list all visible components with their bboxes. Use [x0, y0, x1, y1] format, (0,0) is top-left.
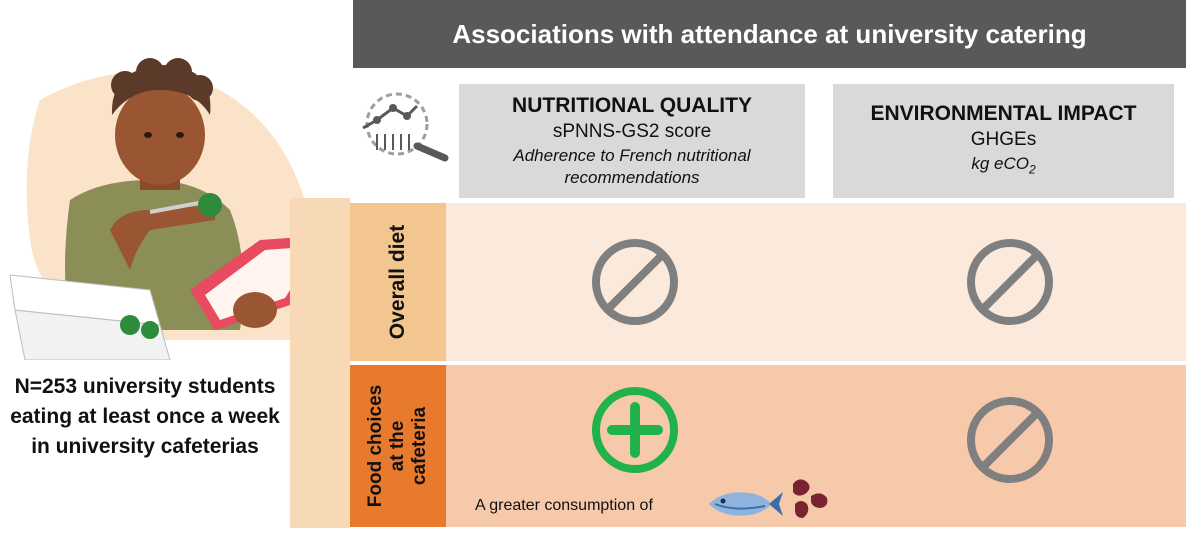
environmental-impact-header: ENVIRONMENTAL IMPACT GHGEs kg eCO2: [833, 84, 1174, 198]
nutritional-quality-header: NUTRITIONAL QUALITY sPNNS-GS2 score Adhe…: [459, 84, 805, 198]
nutritional-quality-subtitle: sPNNS-GS2 score: [552, 120, 712, 142]
consumption-text: A greater consumption of: [475, 497, 653, 514]
positive-association-icon: [592, 387, 678, 473]
magnifier-data-icon: [362, 92, 449, 162]
nutritional-quality-note: Adherence to French nutritional recommen…: [513, 145, 751, 187]
nutritional-quality-title: NUTRITIONAL QUALITY: [512, 93, 752, 117]
unit-subscript: 2: [1028, 162, 1036, 177]
food-choices-label-line1: Food choices: [365, 384, 386, 508]
food-choices-label: Food choices at the cafeteria: [365, 385, 431, 507]
environmental-impact-subtitle: GHGEs: [970, 128, 1037, 150]
left-strip: [290, 198, 350, 528]
sample-caption: N=253 university students eating at leas…: [10, 375, 280, 458]
environmental-impact-title: ENVIRONMENTAL IMPACT: [870, 101, 1137, 125]
fish-icon: [709, 492, 783, 516]
environmental-impact-unit: kg eCO2: [971, 153, 1035, 180]
beans-icon: [793, 479, 828, 518]
row-tab-food-choices: Food choices at the cafeteria: [350, 365, 446, 527]
title-banner: Associations with attendance at universi…: [353, 0, 1186, 68]
no-association-icon: [967, 239, 1053, 325]
food-choices-label-line3: cafeteria: [409, 406, 430, 486]
no-association-icon: [592, 239, 678, 325]
unit-main: kg eCO: [971, 153, 1029, 173]
overall-diet-label: Overall diet: [386, 224, 410, 340]
no-association-icon: [967, 397, 1053, 483]
food-choices-label-line2: at the: [387, 420, 408, 472]
row-tab-overall-diet: Overall diet: [350, 203, 446, 361]
title-text: Associations with attendance at universi…: [452, 18, 1087, 49]
row-overall-diet: [446, 203, 1186, 361]
